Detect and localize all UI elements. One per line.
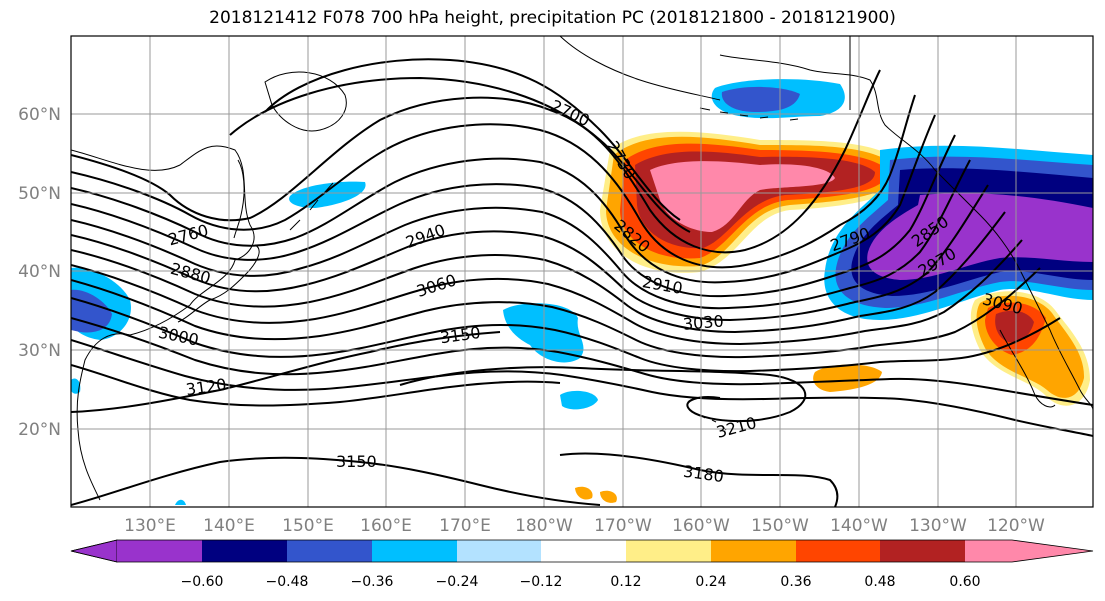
colorbar-tick-labels: −0.60 −0.48 −0.36 −0.24 −0.12 0.12 0.24 … — [181, 574, 981, 590]
lat-label: 50°N — [18, 184, 61, 204]
contour-3030 — [71, 297, 1061, 373]
precip-anomaly-negative-westcoast-4 — [867, 193, 1093, 280]
lon-label: 150°E — [282, 516, 334, 536]
contour-2760 — [71, 69, 881, 254]
colorbar-tick-label: −0.12 — [520, 574, 563, 590]
precip-anomaly-negative-patch-5 — [175, 499, 186, 505]
colorbar-segment — [287, 540, 372, 562]
contour-3000 — [71, 267, 1041, 359]
graticule — [71, 36, 1093, 507]
precip-anomaly-negative-patch-4 — [560, 390, 598, 410]
latitude-labels: 60°N 50°N 40°N 30°N 20°N — [18, 105, 61, 440]
lon-label: 150°W — [751, 516, 809, 536]
lon-label: 160°E — [360, 516, 412, 536]
precip-anomaly-positive-alaska-5 — [650, 161, 835, 232]
contour-2820 — [71, 114, 936, 284]
contour-2790 — [71, 94, 916, 269]
colorbar-tick-label: −0.48 — [266, 574, 309, 590]
colorbar-tick-label: −0.24 — [436, 574, 479, 590]
colorbar-tick-label: 0.60 — [949, 574, 980, 590]
colorbar-segment — [372, 540, 457, 562]
colorbar-tick-label: 0.12 — [610, 574, 641, 590]
contour-3060 — [71, 317, 1093, 406]
longitude-labels: 130°E 140°E 150°E 160°E 170°E 180°W 170°… — [124, 516, 1045, 536]
colorbar-segment — [202, 540, 287, 562]
lat-label: 40°N — [18, 262, 61, 282]
contour-2910 — [71, 184, 989, 322]
colorbar-segment — [1012, 540, 1093, 562]
contour-3180 — [559, 452, 839, 507]
contour-2730 — [229, 76, 691, 233]
map-title: 2018121412 F078 700 hPa height, precipit… — [209, 8, 896, 28]
colorbar-segment — [711, 540, 796, 562]
contour-3120 — [71, 364, 561, 407]
lon-label: 170°E — [439, 516, 491, 536]
precip-anomaly-negative-patch-6 — [71, 378, 81, 394]
precip-anomaly-positive-baja-4 — [995, 310, 1034, 343]
precip-anomaly-positive-patch-2 — [575, 486, 593, 500]
colorbar-segment — [880, 540, 965, 562]
lon-label: 130°W — [909, 516, 967, 536]
contour-2850 — [71, 134, 956, 298]
precip-anomaly-positive-patch-3 — [600, 490, 617, 503]
colorbar-segment — [626, 540, 711, 562]
colorbar-tick-label: −0.36 — [351, 574, 394, 590]
colorbar-segment — [541, 540, 626, 562]
contour-2700 — [264, 58, 681, 221]
lon-label: 180°W — [515, 516, 573, 536]
lon-label: 140°W — [830, 516, 888, 536]
colorbar-segment — [117, 540, 202, 562]
height-contours — [71, 58, 1093, 507]
colorbar-segment — [70, 539, 118, 563]
contour-3150-lower — [71, 456, 601, 506]
precip-anomaly-negative-patch-1 — [503, 303, 584, 363]
precip-shading — [71, 79, 1093, 505]
contour-2940 — [71, 211, 1006, 334]
colorbar-segment — [457, 540, 541, 562]
contour-label: 3030 — [682, 311, 724, 333]
lat-label: 60°N — [18, 105, 61, 125]
contour-3150-upper — [71, 331, 501, 413]
colorbar-tick-label: −0.60 — [181, 574, 224, 590]
colorbar-tick-label: 0.36 — [780, 574, 811, 590]
contour-3090 — [71, 339, 1093, 437]
precip-anomaly-positive-patch-1 — [813, 364, 882, 392]
contour-2970 — [71, 239, 1023, 346]
colorbar-tick-label: 0.24 — [695, 574, 726, 590]
colorbar: −0.60 −0.48 −0.36 −0.24 −0.12 0.12 0.24 … — [70, 539, 1094, 590]
colorbar-outline — [70, 539, 1094, 563]
colorbar-segment — [965, 540, 1012, 562]
coastline-aleutians — [699, 107, 799, 121]
colorbar-tick-label: 0.48 — [864, 574, 895, 590]
lon-label: 130°E — [124, 516, 176, 536]
coastline-asia — [71, 145, 255, 501]
contour-label: 3150 — [336, 452, 377, 471]
contour-2880 — [71, 159, 971, 310]
coastline-sakhalin — [233, 159, 245, 239]
contour-3210-loop — [399, 366, 807, 423]
lon-label: 140°E — [203, 516, 255, 536]
lon-label: 160°W — [672, 516, 730, 536]
lon-label: 120°W — [987, 516, 1045, 536]
lon-label: 170°W — [594, 516, 652, 536]
map-frame — [70, 35, 1094, 508]
lat-label: 30°N — [18, 341, 61, 361]
colorbar-segment — [796, 540, 880, 562]
lat-label: 20°N — [18, 420, 61, 440]
